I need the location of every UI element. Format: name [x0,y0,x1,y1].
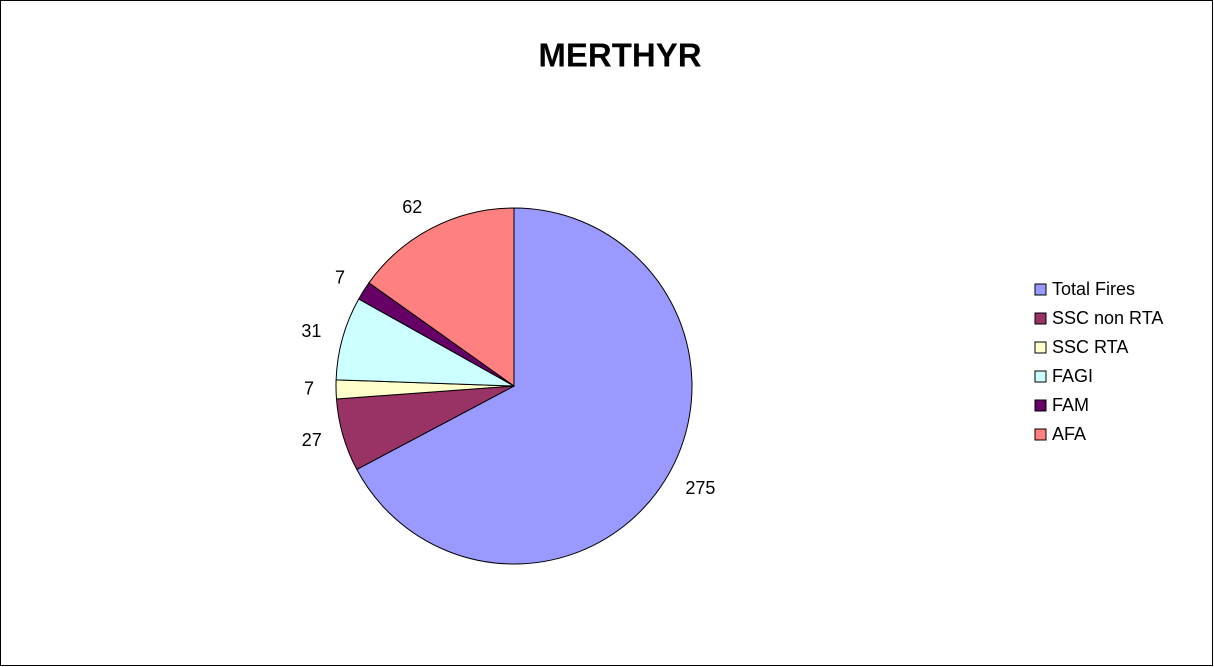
legend-label: SSC RTA [1052,337,1128,357]
legend-swatch [1034,370,1047,383]
data-label: 275 [685,478,715,498]
data-label: 7 [335,268,345,288]
pie-slice [356,207,693,565]
legend-label: FAGI [1052,366,1093,386]
pie-slice [368,207,515,387]
chart-title: MERTHYR [538,37,701,74]
legend-swatch [1034,341,1047,354]
data-label: 27 [302,430,322,450]
legend-label: SSC non RTA [1052,308,1163,328]
legend-swatch [1034,312,1047,325]
legend-swatch [1034,428,1047,441]
legend-label: Total Fires [1052,279,1135,299]
data-label: 7 [304,379,314,399]
data-label: 31 [301,321,321,341]
data-label: 62 [402,197,422,217]
legend-swatch [1034,283,1047,296]
legend-label: AFA [1052,424,1086,444]
legend-swatch [1034,399,1047,412]
legend-label: FAM [1052,395,1089,415]
